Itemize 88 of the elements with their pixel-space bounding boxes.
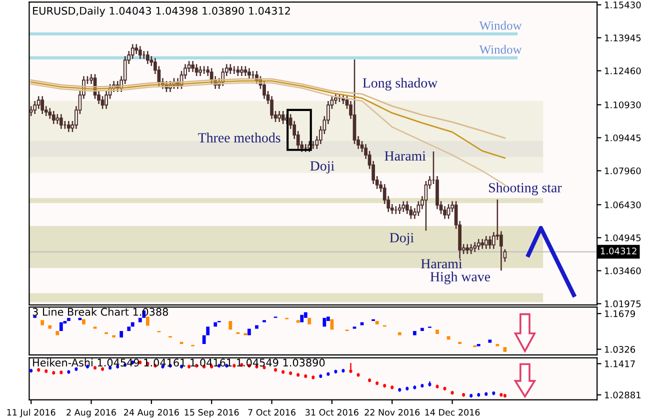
- bar: [248, 328, 251, 336]
- chart-title: EURUSD,Daily 1.04043 1.04398 1.03890 1.04312: [33, 6, 290, 17]
- annotation: High wave: [430, 272, 490, 284]
- candlestick: [473, 242, 477, 252]
- bar: [82, 319, 86, 324]
- candlestick: [194, 64, 198, 76]
- band-label: Window: [479, 44, 522, 54]
- annotation: Long shadow: [362, 78, 438, 90]
- candlestick: [67, 121, 70, 132]
- bar: [67, 318, 70, 321]
- annotation: Doji: [310, 161, 334, 174]
- bar: [255, 325, 258, 329]
- bar: [48, 325, 52, 329]
- bar: [214, 322, 218, 327]
- bar: [503, 347, 507, 352]
- bar: [300, 314, 304, 322]
- y-tick-label: 1.09445: [605, 134, 641, 142]
- candlestick: [59, 114, 63, 129]
- candlestick: [191, 61, 194, 72]
- annotation: Three methods: [198, 132, 280, 142]
- bar: [398, 332, 402, 336]
- candlestick: [349, 363, 352, 374]
- y-tick-label: 1.03460: [605, 267, 641, 274]
- x-tick-label: 7 Oct 2016: [248, 409, 296, 416]
- candlestick: [402, 201, 406, 212]
- x-tick-label: 14 Dec 2016: [425, 409, 480, 416]
- candlestick: [484, 236, 488, 249]
- annotation: Harami: [384, 151, 426, 161]
- bar: [412, 330, 416, 336]
- band-label: Window: [479, 20, 522, 30]
- annotation: Shooting star: [489, 182, 562, 196]
- annotation: Doji: [390, 233, 414, 246]
- candlestick: [248, 68, 251, 79]
- candlestick: [52, 111, 56, 124]
- bar: [146, 316, 150, 326]
- bar: [296, 320, 300, 323]
- y-tick-label: 1.15430: [605, 1, 641, 8]
- bar: [436, 330, 439, 334]
- candlestick: [198, 66, 202, 76]
- candlestick: [40, 96, 44, 114]
- annotation: Harami: [421, 259, 462, 268]
- bar: [420, 328, 424, 331]
- x-tick-label: 15 Sep 2016: [184, 409, 239, 418]
- x-tick-label: 22 Nov 2016: [364, 409, 420, 416]
- bar: [488, 340, 492, 343]
- y-tick-label: 1.01975: [605, 300, 641, 308]
- bar: [322, 318, 326, 327]
- y-tick-label: 1.12460: [605, 67, 641, 74]
- y-tick-label: 1.1679: [605, 310, 635, 318]
- y-tick-label: 1.0326: [605, 346, 636, 353]
- y-tick-label: 1.06430: [605, 201, 641, 208]
- x-tick-label: 2 Aug 2016: [66, 409, 116, 418]
- y-tick-label: 1.02881: [605, 392, 641, 398]
- bar: [206, 326, 210, 336]
- x-tick-label: 31 Oct 2016: [306, 409, 358, 416]
- x-tick-label: 24 Aug 2016: [124, 409, 179, 418]
- candlestick: [240, 66, 244, 76]
- y-tick-label: 1.1417: [605, 360, 635, 368]
- y-tick-label: 1.13945: [605, 34, 641, 42]
- bar: [56, 330, 60, 336]
- bar: [138, 318, 142, 322]
- bar: [120, 330, 124, 338]
- y-tick-label: 1.04945: [605, 234, 641, 242]
- bar: [59, 322, 63, 331]
- candlestick: [281, 111, 285, 124]
- bar: [228, 320, 232, 330]
- candlestick: [488, 236, 492, 249]
- x-tick-label: 11 Jul 2016: [7, 408, 56, 418]
- bar: [127, 326, 131, 331]
- candlestick: [146, 51, 150, 64]
- chart-title: 3 Line Break Chart 1.0388: [32, 308, 168, 316]
- bar: [458, 342, 462, 344]
- candlestick: [398, 204, 402, 214]
- candlestick: [138, 46, 142, 59]
- bar: [130, 322, 134, 327]
- y-tick-label: 1.07960: [605, 167, 641, 174]
- candlestick: [466, 244, 470, 254]
- candlestick: [278, 111, 281, 122]
- bar: [304, 312, 308, 318]
- bar: [40, 320, 44, 326]
- y-tick-label: 1.10930: [605, 101, 641, 108]
- bar: [308, 318, 312, 324]
- candlestick: [476, 238, 480, 250]
- bar: [360, 322, 364, 326]
- ref-line-label: 1.04312: [600, 248, 636, 254]
- candlestick: [446, 204, 450, 219]
- bar: [375, 320, 379, 324]
- bar: [202, 335, 206, 344]
